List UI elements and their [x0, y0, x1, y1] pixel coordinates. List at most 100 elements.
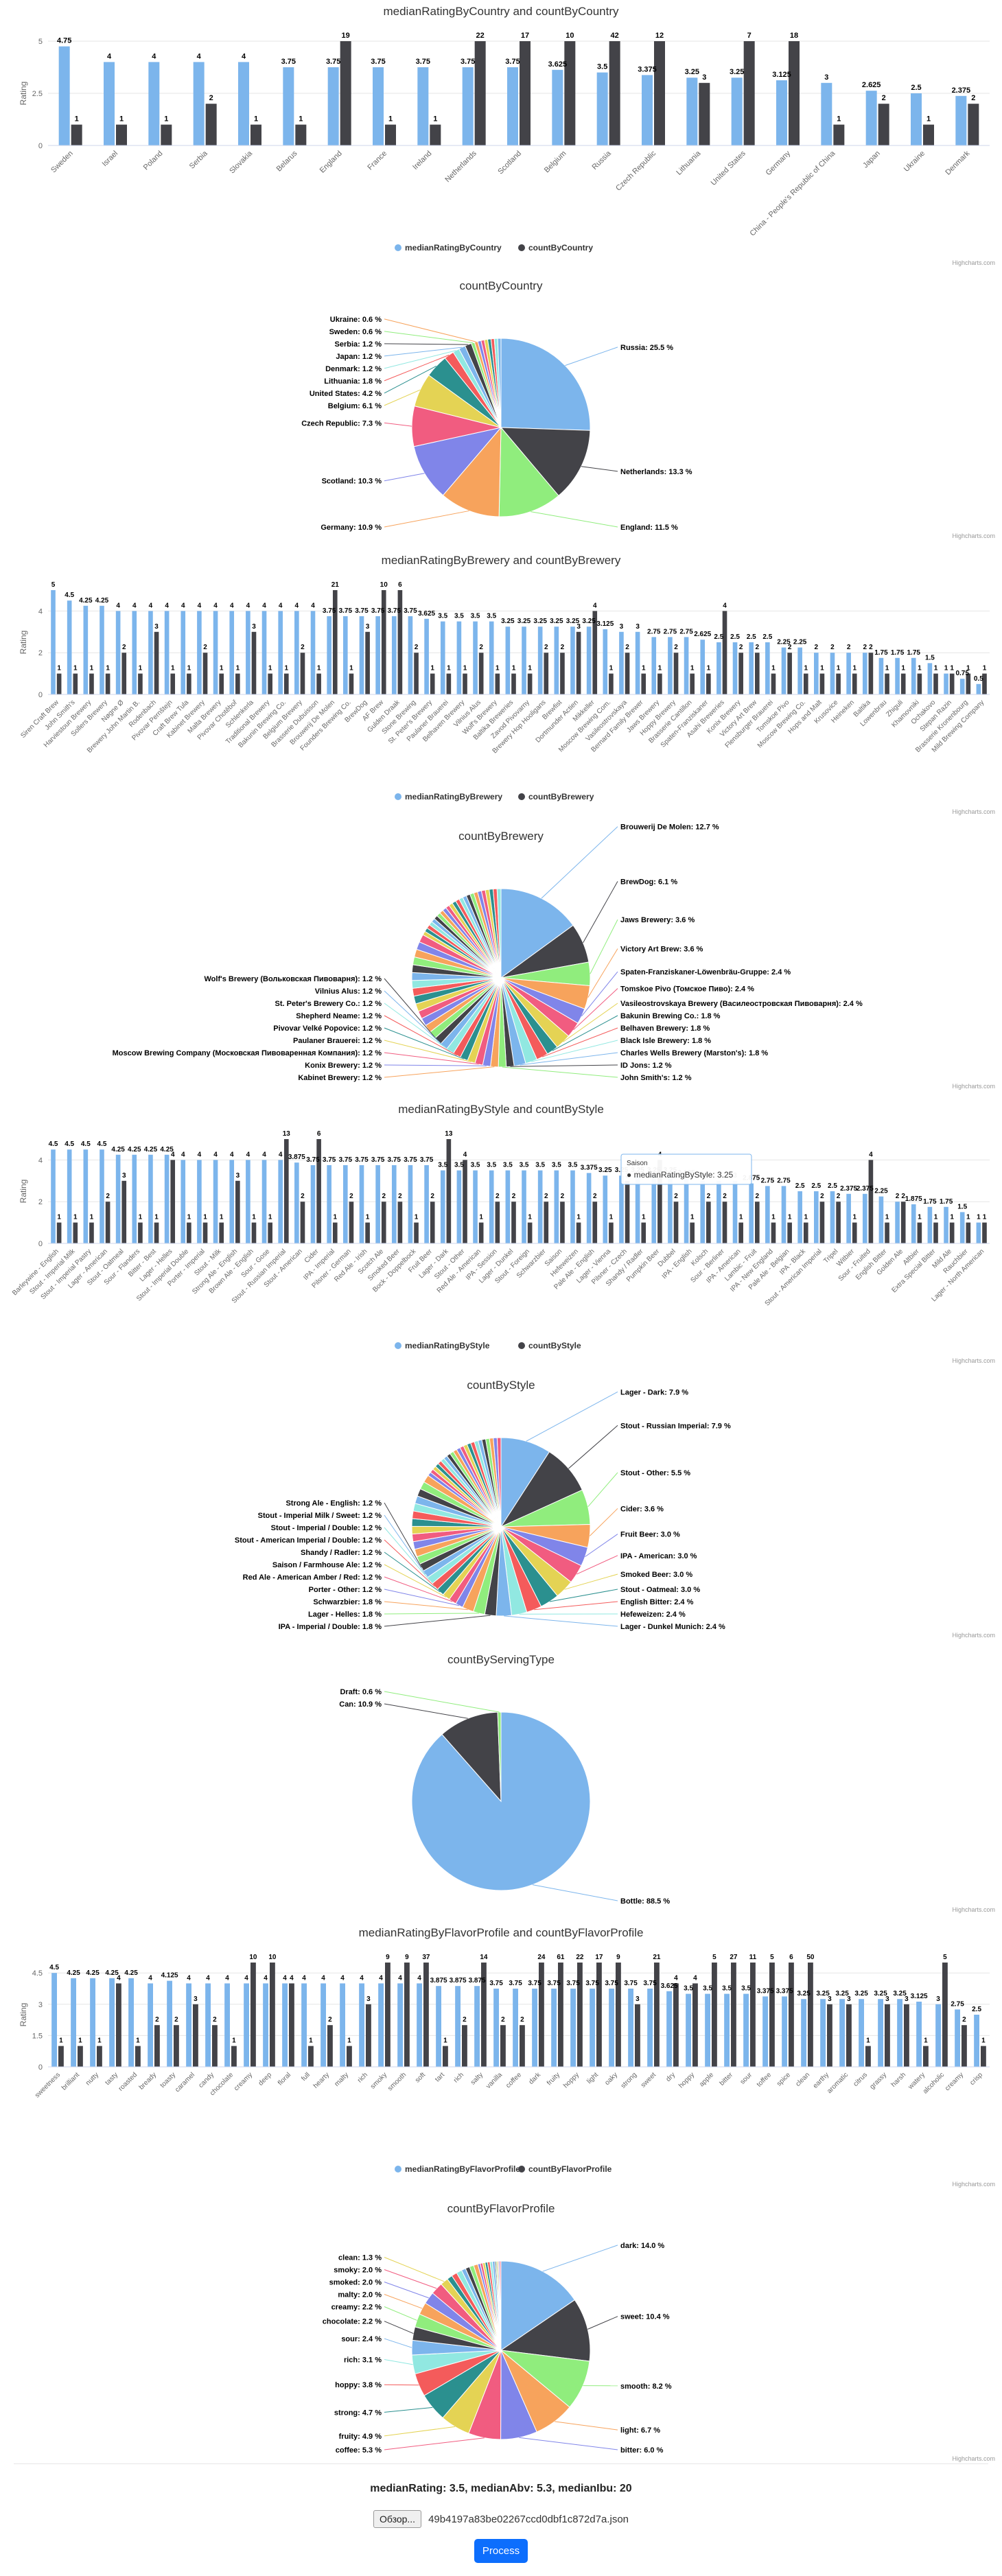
- bar-median: [342, 616, 348, 694]
- data-label-count: 1: [739, 1214, 743, 1221]
- pie-connector: [587, 2316, 618, 2330]
- bar-count: [481, 1963, 487, 2067]
- pie-chart-svg: countByServingType Bottle: 88.5 % Draft: 0…: [339, 1653, 995, 1913]
- pie-data-label: Stout - Imperial / Double: 1.2 %: [271, 1524, 382, 1532]
- data-label-median: 3.875: [288, 1154, 305, 1161]
- pie-data-label: Spaten-Franziskaner-Löwenbräu-Gruppe: 2.…: [620, 968, 791, 976]
- bar-count: [917, 1222, 922, 1243]
- bar-median: [813, 1191, 819, 1243]
- x-tick-label: Denmark: [944, 149, 971, 176]
- bar-median: [473, 1170, 478, 1243]
- data-label-median: 4: [242, 52, 246, 60]
- bar-count: [193, 2004, 198, 2067]
- bar-count: [284, 1139, 289, 1243]
- pie-data-label: strong: 4.7 %: [334, 2409, 382, 2417]
- pie-connector: [520, 1052, 618, 1066]
- data-label-median: 4.25: [105, 1969, 119, 1977]
- bar-count: [539, 1963, 544, 2067]
- data-label-count: 1: [187, 665, 191, 672]
- data-label-count: 50: [806, 1954, 815, 1961]
- data-label-median: 3.75: [371, 1156, 385, 1164]
- bar-count: [692, 1983, 698, 2067]
- data-label-median: 1: [944, 665, 948, 672]
- data-label-count: 19: [342, 32, 350, 40]
- bar-median: [359, 616, 364, 694]
- pie-connector: [563, 1003, 618, 1042]
- pie-connector: [384, 1615, 491, 1627]
- data-label-median: 4: [213, 1151, 218, 1158]
- bar-count: [73, 1222, 78, 1243]
- data-label-median: 4.25: [128, 1146, 141, 1154]
- data-label-count: 1: [512, 665, 516, 672]
- bar-count: [135, 2046, 141, 2067]
- x-tick-label: grassy: [869, 2071, 889, 2091]
- data-label-count: 1: [609, 665, 614, 672]
- x-tick-label: malty: [333, 2071, 350, 2088]
- bar-median: [813, 653, 819, 694]
- data-label-count: 2: [593, 1193, 597, 1200]
- data-label-median: 3.25: [893, 1990, 907, 1998]
- data-label-median: 2.5: [972, 2006, 981, 2013]
- data-label-median: 1.75: [940, 1198, 953, 1206]
- data-label-count: 2: [882, 94, 886, 102]
- data-label-median: 3.75: [404, 1156, 417, 1164]
- data-label-count: 1: [57, 665, 61, 672]
- x-tick-label: full: [300, 2071, 312, 2083]
- data-label-count: 1: [171, 665, 175, 672]
- bar-median: [635, 1175, 640, 1243]
- data-label-median: 4: [198, 602, 202, 609]
- data-label-count: 1: [347, 2037, 351, 2045]
- data-label-median: 1.75: [923, 1198, 937, 1206]
- bar-median: [229, 1160, 235, 1243]
- data-label-median: 3.5: [722, 1985, 732, 1993]
- bar-count: [71, 124, 82, 145]
- data-label-count: 2: [415, 644, 419, 651]
- pie-connector: [384, 2437, 485, 2450]
- pie-slice: [500, 338, 591, 431]
- data-label-median: 2.75: [951, 2000, 964, 2008]
- data-label-median: 3.25: [501, 618, 515, 625]
- bar-count: [474, 41, 486, 145]
- data-label-count: 2: [496, 1193, 500, 1200]
- legend-item: medianRatingByStyle: [405, 1341, 490, 1350]
- bar-median: [765, 642, 770, 694]
- bar-count: [463, 1160, 467, 1243]
- x-tick-label: dry: [665, 2071, 677, 2083]
- data-label-count: 61: [557, 1954, 565, 1961]
- data-label-count: 1: [918, 665, 922, 672]
- pie-connector: [587, 1472, 618, 1508]
- x-tick-label: sweetness: [34, 2071, 62, 2099]
- bar-count: [981, 2046, 986, 2067]
- file-picker: Обзор... 49b4197a83be02267ccd0dbf1c872d7…: [0, 2510, 1002, 2528]
- data-label-count: 1: [788, 1214, 792, 1221]
- pie-connector: [504, 1615, 618, 1627]
- data-label-median: 4: [311, 602, 315, 609]
- data-label-count: 2: [820, 1193, 824, 1200]
- pie-data-label: ID Jons: 1.2 %: [620, 1062, 672, 1070]
- data-label-count: 1: [136, 2037, 140, 2045]
- bar-median: [911, 657, 916, 694]
- data-label-median: 3.25: [533, 618, 547, 625]
- pie-connector: [541, 826, 618, 899]
- bar-count: [205, 104, 217, 145]
- pie-connector: [542, 1027, 618, 1057]
- pie-chart-svg: countByStyle Lager - Dark: 7.9 % Stout - R…: [235, 1379, 995, 1639]
- data-label-count: 10: [268, 1954, 277, 1961]
- data-label-count: 1: [154, 1214, 159, 1221]
- legend-marker: [395, 2166, 401, 2173]
- data-label-median: 4.25: [160, 1146, 174, 1154]
- process-button[interactable]: Process: [474, 2539, 528, 2563]
- bar-count: [231, 2046, 237, 2067]
- browse-button[interactable]: Обзор...: [373, 2510, 422, 2528]
- data-label-median: 3.25: [835, 1990, 849, 1998]
- bar-count: [58, 2046, 64, 2067]
- bar-median: [686, 1993, 691, 2067]
- bar-median: [373, 67, 384, 145]
- bar-median: [647, 1989, 653, 2067]
- pie-data-label: light: 6.7 %: [620, 2426, 660, 2435]
- pie-connector: [384, 1027, 465, 1059]
- data-label-count: 1: [187, 1214, 191, 1221]
- pie-data-label: Vilnius Alus: 1.2 %: [315, 987, 382, 996]
- pie-data-label: Russia: 25.5 %: [620, 344, 673, 352]
- data-label-count: 22: [476, 32, 485, 40]
